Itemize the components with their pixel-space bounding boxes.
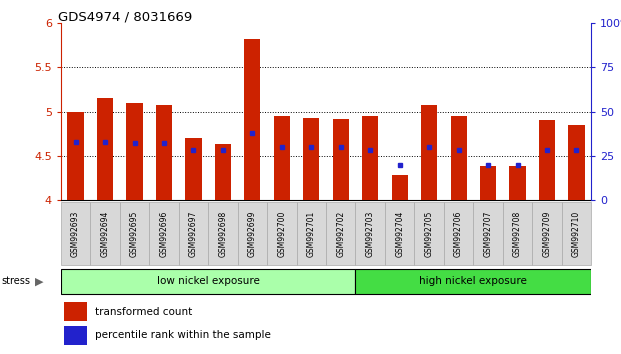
- Text: GSM992698: GSM992698: [219, 211, 227, 257]
- Bar: [539, 120, 555, 200]
- FancyBboxPatch shape: [61, 269, 355, 294]
- FancyBboxPatch shape: [179, 202, 208, 265]
- Bar: [421, 105, 437, 200]
- Bar: [244, 39, 260, 200]
- Bar: [509, 166, 525, 200]
- Bar: [480, 166, 496, 200]
- Text: GSM992703: GSM992703: [366, 210, 374, 257]
- Text: GSM992702: GSM992702: [336, 211, 345, 257]
- Bar: [568, 125, 584, 200]
- FancyBboxPatch shape: [444, 202, 473, 265]
- Bar: [450, 116, 467, 200]
- Text: GSM992705: GSM992705: [425, 210, 433, 257]
- FancyBboxPatch shape: [90, 202, 120, 265]
- Bar: [274, 116, 290, 200]
- Text: GSM992701: GSM992701: [307, 211, 316, 257]
- Bar: [185, 138, 202, 200]
- Bar: [63, 326, 88, 344]
- FancyBboxPatch shape: [385, 202, 414, 265]
- FancyBboxPatch shape: [473, 202, 503, 265]
- Text: GSM992697: GSM992697: [189, 210, 198, 257]
- Text: GSM992693: GSM992693: [71, 210, 80, 257]
- Bar: [97, 98, 113, 200]
- Text: GSM992695: GSM992695: [130, 210, 139, 257]
- FancyBboxPatch shape: [297, 202, 326, 265]
- FancyBboxPatch shape: [414, 202, 444, 265]
- Text: GSM992707: GSM992707: [484, 210, 492, 257]
- Bar: [333, 119, 349, 200]
- Text: GDS4974 / 8031669: GDS4974 / 8031669: [58, 11, 192, 24]
- Text: GSM992699: GSM992699: [248, 210, 257, 257]
- FancyBboxPatch shape: [532, 202, 562, 265]
- FancyBboxPatch shape: [503, 202, 532, 265]
- FancyBboxPatch shape: [149, 202, 179, 265]
- Text: GSM992700: GSM992700: [278, 210, 286, 257]
- Text: ▶: ▶: [35, 276, 44, 286]
- FancyBboxPatch shape: [326, 202, 355, 265]
- Text: GSM992706: GSM992706: [454, 210, 463, 257]
- Bar: [63, 302, 88, 321]
- Text: stress: stress: [2, 276, 31, 286]
- Text: high nickel exposure: high nickel exposure: [419, 276, 527, 286]
- Bar: [362, 116, 378, 200]
- Bar: [156, 105, 172, 200]
- Bar: [215, 144, 231, 200]
- Text: GSM992694: GSM992694: [101, 210, 109, 257]
- Text: GSM992710: GSM992710: [572, 211, 581, 257]
- Bar: [392, 175, 408, 200]
- Text: transformed count: transformed count: [96, 307, 193, 316]
- Text: percentile rank within the sample: percentile rank within the sample: [96, 330, 271, 341]
- Bar: [68, 112, 84, 200]
- Text: GSM992696: GSM992696: [160, 210, 168, 257]
- FancyBboxPatch shape: [267, 202, 297, 265]
- Text: low nickel exposure: low nickel exposure: [156, 276, 260, 286]
- Text: GSM992709: GSM992709: [543, 210, 551, 257]
- FancyBboxPatch shape: [61, 202, 90, 265]
- FancyBboxPatch shape: [355, 269, 591, 294]
- Bar: [127, 103, 143, 200]
- FancyBboxPatch shape: [120, 202, 149, 265]
- FancyBboxPatch shape: [208, 202, 238, 265]
- FancyBboxPatch shape: [238, 202, 267, 265]
- FancyBboxPatch shape: [355, 202, 385, 265]
- FancyBboxPatch shape: [562, 202, 591, 265]
- Text: GSM992704: GSM992704: [395, 210, 404, 257]
- Bar: [303, 118, 319, 200]
- Text: GSM992708: GSM992708: [513, 211, 522, 257]
